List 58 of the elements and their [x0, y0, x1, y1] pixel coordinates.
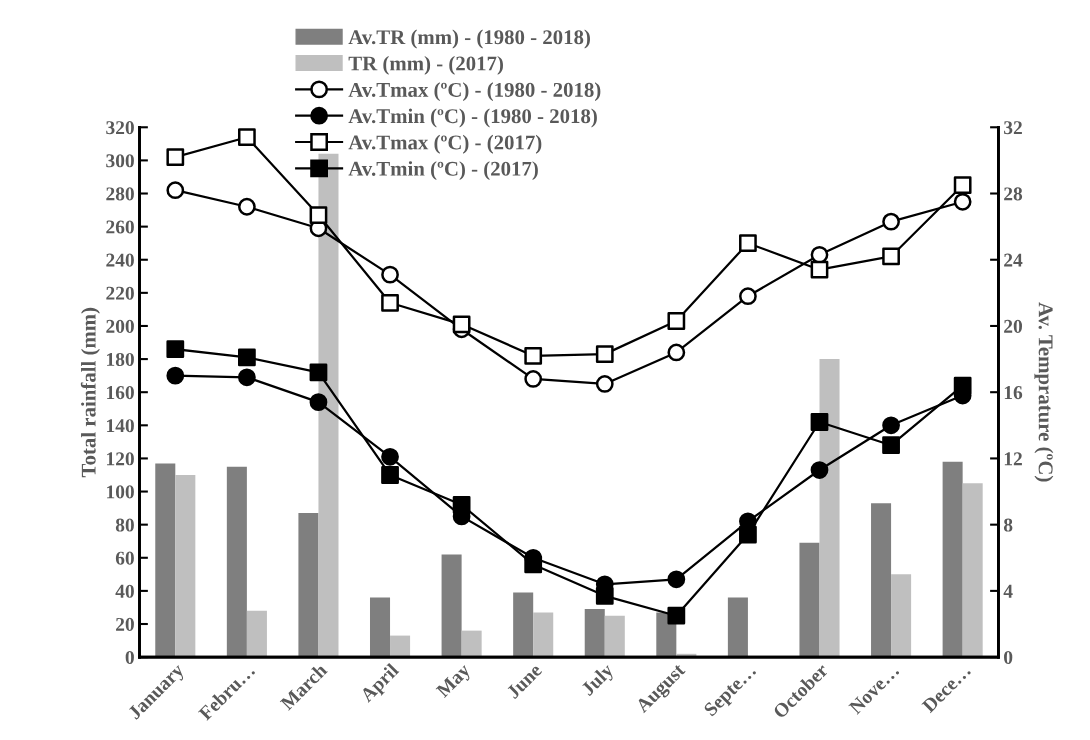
y2-tick-label: 24: [1004, 253, 1023, 267]
y-tick-label: 320: [106, 121, 134, 135]
y-tick-label: 220: [106, 286, 134, 300]
y-tick-label: 260: [106, 220, 134, 234]
y2-tick-label: 0: [1004, 650, 1013, 665]
y-tick-label: 300: [106, 154, 134, 168]
bar: [318, 153, 339, 658]
bar: [175, 474, 196, 658]
bar: [226, 466, 247, 658]
y2-tick-label: 4: [1003, 584, 1013, 598]
legend-label: Av.Tmax (ºC) - (1980 - 2018): [348, 82, 601, 102]
x-tick-label: May: [435, 662, 474, 701]
bar: [799, 542, 820, 658]
bar: [370, 597, 391, 658]
bar: [461, 630, 482, 658]
bar: [819, 359, 840, 658]
y2-tick-label: 20: [1004, 319, 1022, 333]
bar: [604, 615, 625, 658]
y-tick-label: 60: [115, 551, 134, 565]
y-tick-label: 160: [107, 386, 134, 400]
y2-tick-label: 28: [1004, 187, 1023, 201]
y2-tick-label: 32: [1004, 121, 1022, 135]
y-tick-label: 140: [107, 419, 134, 433]
bar: [727, 597, 748, 658]
legend-label: TR (mm) - (2017): [348, 55, 503, 75]
bar: [246, 610, 267, 658]
y2-tick-label: 16: [1004, 386, 1023, 400]
bar: [962, 483, 983, 658]
bar: [584, 609, 605, 658]
y-tick-label: 200: [106, 319, 134, 333]
y2-tick-label: 8: [1003, 518, 1013, 532]
legend-label: Av.TR (mm) - (1980 - 2018): [348, 29, 590, 49]
y-tick-label: 100: [107, 485, 134, 499]
y-axis-title: Total rainfall (mm): [80, 307, 100, 478]
y-tick-label: 240: [106, 253, 134, 267]
bar: [155, 463, 176, 658]
bar: [441, 554, 462, 658]
legend-label: Av.Tmax (ºC) - (2017): [348, 134, 542, 154]
bar: [942, 461, 963, 658]
y-tick-label: 0: [125, 650, 134, 665]
x-tick-label: June: [506, 662, 543, 700]
bar: [513, 592, 534, 658]
bar: [871, 503, 892, 658]
y-tick-label: 80: [115, 518, 134, 532]
legend-label: Av.Tmin (ºC) - (2017): [348, 161, 538, 181]
bar: [533, 612, 554, 658]
bar: [390, 635, 411, 658]
y2-tick-label: 12: [1004, 452, 1022, 466]
y-tick-label: 280: [106, 187, 134, 201]
bar: [891, 574, 912, 658]
bar: [298, 513, 319, 658]
y-tick-label: 180: [107, 352, 134, 367]
y-tick-label: 40: [115, 584, 134, 598]
x-tick-label: July: [580, 662, 618, 700]
y2-axis-title: Av. Temprature (ºC): [1034, 302, 1054, 482]
y-tick-label: 120: [107, 452, 134, 466]
y-tick-label: 20: [116, 617, 134, 631]
legend-label: Av.Tmin (ºC) - (1980 - 2018): [348, 108, 597, 128]
